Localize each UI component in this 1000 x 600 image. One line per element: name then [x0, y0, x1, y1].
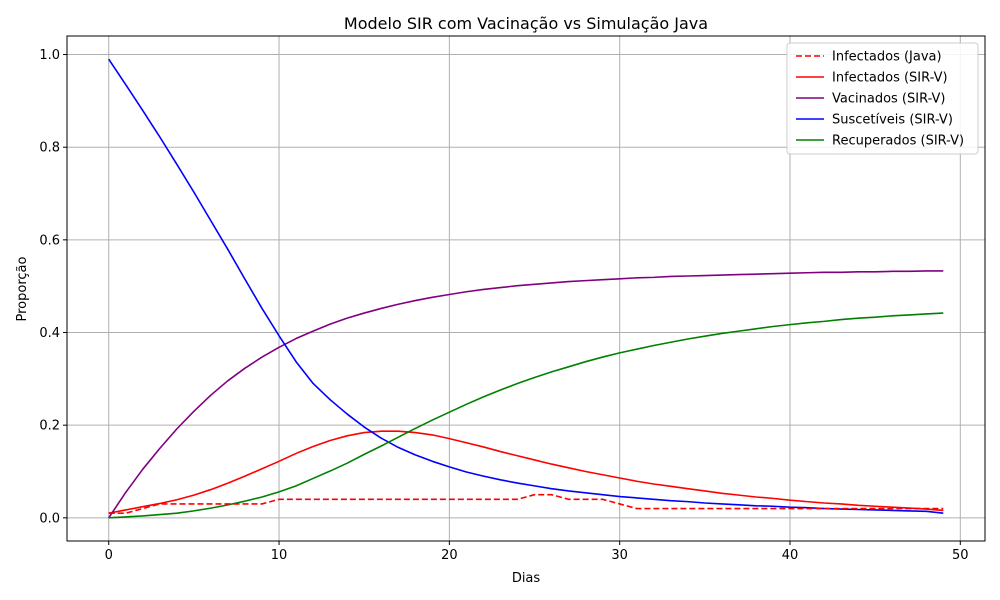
legend-label: Infectados (SIR-V) [832, 71, 948, 86]
legend-label: Recuperados (SIR-V) [832, 134, 964, 149]
y-tick-label: 0.4 [39, 326, 60, 341]
series-line-suscetiveis-sir-v [108, 58, 944, 514]
chart-title: Modelo SIR com Vacinação vs Simulação Ja… [344, 14, 708, 33]
legend-box [786, 42, 979, 155]
series-layer [108, 58, 944, 519]
x-tick-label: 0 [105, 548, 113, 563]
legend-label: Vacinados (SIR-V) [832, 92, 945, 107]
y-tick-label: 0.6 [39, 233, 60, 248]
x-tick-label: 40 [782, 548, 799, 563]
series-line-infectados-java [108, 493, 944, 515]
legend-label: Infectados (Java) [832, 50, 942, 65]
y-tick-label: 0.2 [39, 419, 60, 434]
x-tick-label: 30 [611, 548, 628, 563]
y-tick-label: 1.0 [39, 48, 60, 63]
plot-area-frame [66, 35, 986, 542]
tick-layer: 0 10 20 30 40 50 0.0 0.2 0.4 0.6 0.8 1.0 [39, 48, 968, 563]
y-tick-label: 0.8 [39, 141, 60, 156]
series-line-infectados-sir-v [108, 430, 944, 514]
x-tick-label: 50 [952, 548, 969, 563]
legend: Infectados (Java) Infectados (SIR-V) Vacin… [786, 42, 979, 155]
legend-label: Suscetíveis (SIR-V) [832, 113, 953, 128]
y-axis-label: Proporção [15, 256, 30, 321]
x-tick-label: 20 [441, 548, 458, 563]
x-tick-label: 10 [271, 548, 288, 563]
series-line-recuperados-sir-v [108, 312, 944, 519]
x-axis-label: Dias [512, 571, 541, 586]
y-tick-label: 0.0 [39, 511, 60, 526]
series-line-vacinados-sir-v [108, 270, 944, 519]
